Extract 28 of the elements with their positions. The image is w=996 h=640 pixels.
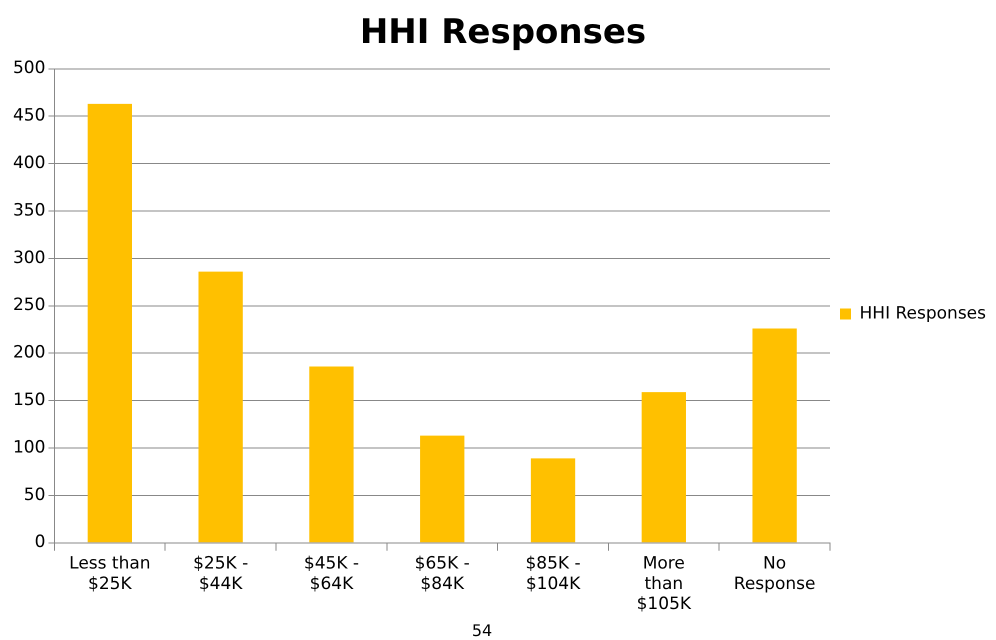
- y-tick-label: 300: [12, 248, 46, 268]
- x-tick-label: Less than $25K: [69, 553, 151, 594]
- y-tick-label: 50: [24, 484, 46, 505]
- x-tick-label: No Response: [734, 553, 816, 594]
- x-tick-label: More than $105K: [636, 553, 692, 614]
- bar: [88, 104, 132, 542]
- y-tick-label: 100: [12, 437, 46, 458]
- chart-title: HHI Responses: [360, 12, 646, 52]
- x-tick-label: $25K - $44K: [193, 553, 248, 594]
- bar: [530, 458, 576, 542]
- y-tick-label: 200: [12, 342, 46, 363]
- x-tick-label: $65K - $84K: [414, 553, 470, 594]
- bar: [642, 392, 686, 542]
- x-tick-label: $45K - $64K: [304, 553, 360, 594]
- legend-label: HHI Responses: [860, 303, 986, 324]
- bar: [752, 328, 797, 542]
- y-tick-label: 500: [12, 58, 46, 78]
- bar: [309, 366, 354, 542]
- x-tick-label: $85K - $104K: [525, 553, 582, 594]
- bar: [420, 436, 464, 542]
- bar: [198, 272, 243, 542]
- y-tick-label: 400: [12, 153, 46, 174]
- y-tick-label: 0: [34, 532, 46, 552]
- y-tick-label: 150: [12, 390, 46, 410]
- y-tick-label: 250: [12, 295, 46, 316]
- y-tick-label: 450: [12, 106, 46, 126]
- text: 54: [472, 621, 492, 640]
- y-tick-label: 350: [12, 200, 46, 220]
